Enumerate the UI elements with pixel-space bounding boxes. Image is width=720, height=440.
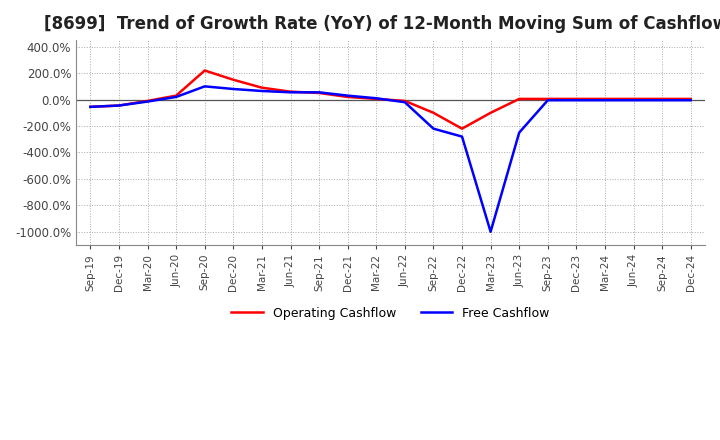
Operating Cashflow [629, 96, 638, 102]
Free Cashflow [544, 98, 552, 103]
Operating Cashflow [686, 96, 695, 102]
Operating Cashflow [372, 96, 381, 102]
Free Cashflow [600, 98, 609, 103]
Operating Cashflow [200, 68, 209, 73]
Free Cashflow [486, 229, 495, 235]
Operating Cashflow [458, 126, 467, 131]
Operating Cashflow [400, 98, 409, 103]
Operating Cashflow [544, 96, 552, 102]
Free Cashflow [658, 98, 667, 103]
Free Cashflow [686, 98, 695, 103]
Operating Cashflow [172, 93, 181, 98]
Operating Cashflow [258, 85, 266, 90]
Free Cashflow [286, 90, 294, 95]
Free Cashflow [229, 86, 238, 92]
Operating Cashflow [429, 110, 438, 115]
Free Cashflow [343, 93, 352, 98]
Line: Operating Cashflow: Operating Cashflow [91, 70, 690, 128]
Operating Cashflow [343, 94, 352, 99]
Free Cashflow [258, 88, 266, 94]
Line: Free Cashflow: Free Cashflow [91, 86, 690, 232]
Operating Cashflow [86, 104, 95, 110]
Free Cashflow [400, 99, 409, 105]
Free Cashflow [200, 84, 209, 89]
Free Cashflow [629, 98, 638, 103]
Operating Cashflow [600, 96, 609, 102]
Free Cashflow [515, 130, 523, 135]
Operating Cashflow [143, 98, 152, 103]
Operating Cashflow [315, 90, 323, 95]
Operating Cashflow [229, 77, 238, 82]
Free Cashflow [372, 95, 381, 101]
Free Cashflow [572, 98, 581, 103]
Operating Cashflow [572, 96, 581, 102]
Free Cashflow [429, 126, 438, 131]
Free Cashflow [114, 103, 123, 108]
Operating Cashflow [486, 110, 495, 115]
Free Cashflow [458, 134, 467, 139]
Free Cashflow [86, 104, 95, 110]
Operating Cashflow [658, 96, 667, 102]
Free Cashflow [315, 90, 323, 95]
Title: [8699]  Trend of Growth Rate (YoY) of 12-Month Moving Sum of Cashflows: [8699] Trend of Growth Rate (YoY) of 12-… [44, 15, 720, 33]
Operating Cashflow [286, 89, 294, 94]
Free Cashflow [172, 94, 181, 99]
Operating Cashflow [515, 96, 523, 102]
Legend: Operating Cashflow, Free Cashflow: Operating Cashflow, Free Cashflow [226, 302, 554, 325]
Operating Cashflow [114, 103, 123, 108]
Free Cashflow [143, 99, 152, 104]
